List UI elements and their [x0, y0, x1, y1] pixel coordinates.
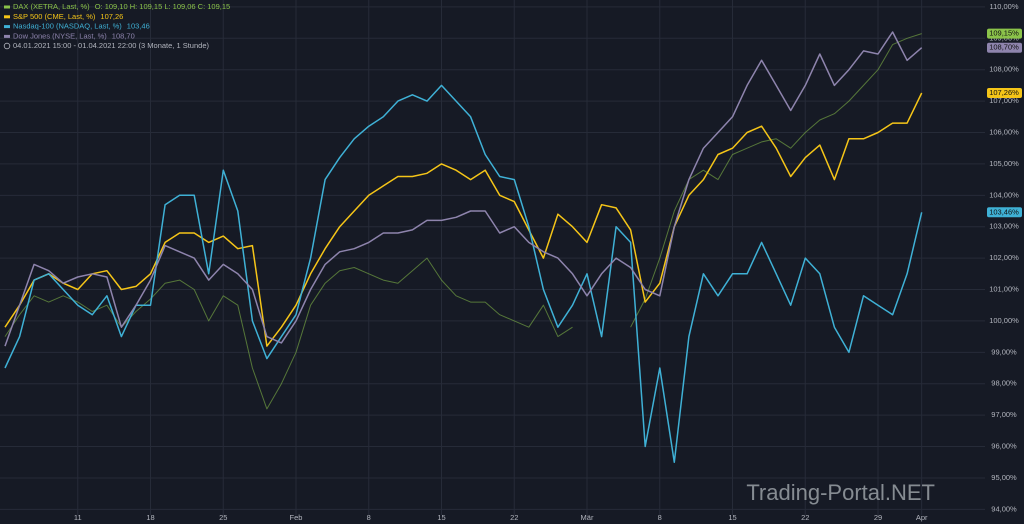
- y-tick-label: 104,00%: [989, 190, 1019, 199]
- y-tick-label: 99,00%: [991, 347, 1017, 356]
- x-tick-label: 8: [367, 513, 371, 522]
- x-tick-label: 29: [874, 513, 882, 522]
- legend-swatch: [4, 15, 10, 19]
- legend-name: Dow Jones (NYSE, Last, %): [13, 31, 107, 40]
- value-tag: [987, 87, 1022, 98]
- legend-swatch: [4, 5, 10, 9]
- x-tick-label: 11: [74, 513, 82, 522]
- x-tick-label: 15: [437, 513, 445, 522]
- legend-name: DAX (XETRA, Last, %): [13, 2, 90, 11]
- y-tick-label: 98,00%: [991, 379, 1017, 388]
- x-tick-label: 25: [219, 513, 227, 522]
- value-label: 108,70%: [989, 43, 1019, 52]
- legend-name: S&P 500 (CME, Last, %): [13, 12, 96, 21]
- y-tick-label: 110,00%: [989, 2, 1018, 11]
- x-tick-label: Feb: [290, 513, 303, 522]
- value-label: 109,15%: [989, 29, 1019, 38]
- y-tick-label: 106,00%: [989, 128, 1019, 137]
- x-tick-label: 15: [728, 513, 736, 522]
- legend: DAX (XETRA, Last, %) O: 109,10 H: 109,15 …: [3, 2, 231, 50]
- y-tick-label: 102,00%: [989, 253, 1019, 262]
- x-tick-label: 22: [510, 513, 518, 522]
- legend-swatch: [4, 34, 10, 38]
- y-tick-label: 97,00%: [991, 410, 1017, 419]
- y-tick-label: 101,00%: [989, 285, 1019, 294]
- legend-detail: 103,46: [127, 22, 150, 31]
- y-tick-label: 96,00%: [991, 442, 1017, 451]
- series-line: [4, 33, 922, 410]
- legend-swatch: [4, 25, 10, 29]
- x-tick-label: 18: [146, 513, 154, 522]
- value-tag: [987, 42, 1022, 53]
- y-tick-label: 103,00%: [989, 222, 1019, 231]
- legend-name: Nasdaq-100 (NASDAQ, Last, %): [13, 22, 122, 31]
- x-tick-label: 22: [801, 513, 809, 522]
- series-line: [4, 84, 923, 463]
- legend-detail: 107,26: [100, 12, 123, 21]
- y-tick-label: 95,00%: [991, 473, 1017, 482]
- legend-detail: O: 109,10 H: 109,15 L: 109,06 C: 109,15: [95, 2, 231, 11]
- y-tick-label: 100,00%: [989, 316, 1019, 325]
- legend-detail: 108,70: [112, 31, 135, 40]
- value-label: 107,26%: [989, 88, 1019, 97]
- date-range: 04.01.2021 15:00 - 01.04.2021 22:00 (3 M…: [13, 41, 209, 50]
- value-tag: [987, 28, 1022, 39]
- clock-icon: [3, 42, 11, 50]
- x-tick-label: Apr: [916, 513, 928, 522]
- series-line: [4, 31, 923, 347]
- y-tick-label: 108,00%: [989, 65, 1019, 74]
- value-tag: [987, 207, 1022, 218]
- y-tick-label: 94,00%: [991, 504, 1017, 513]
- y-tick-label: 107,00%: [989, 96, 1019, 105]
- x-tick-label: 8: [658, 513, 662, 522]
- y-tick-label: 105,00%: [989, 159, 1019, 168]
- value-label: 103,46%: [989, 207, 1019, 216]
- watermark: Trading-Portal.NET: [746, 480, 935, 505]
- x-tick-label: Mär: [581, 513, 594, 522]
